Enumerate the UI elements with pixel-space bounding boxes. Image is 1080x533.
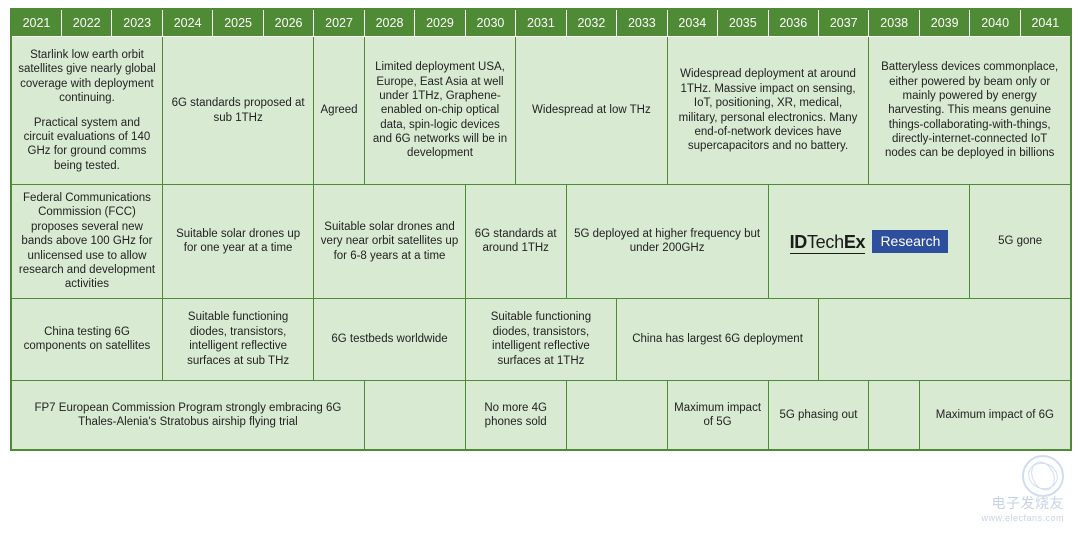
globe-icon xyxy=(1022,455,1064,497)
year-2036: 2036 xyxy=(768,9,818,37)
r2c4: 5G deployed at higher frequency but unde… xyxy=(566,185,768,299)
year-2038: 2038 xyxy=(869,9,919,37)
r1c3: Limited deployment USA, Europe, East Asi… xyxy=(364,37,515,185)
r3c4: China has largest 6G deployment xyxy=(617,298,819,380)
year-2028: 2028 xyxy=(364,9,414,37)
r4c0: FP7 European Commission Program strongly… xyxy=(11,380,364,450)
year-2029: 2029 xyxy=(415,9,465,37)
watermark-url: www.elecfans.com xyxy=(981,513,1064,523)
year-2030: 2030 xyxy=(465,9,515,37)
table-row: FP7 European Commission Program strongly… xyxy=(11,380,1071,450)
r2c3: 6G standards at around 1THz xyxy=(465,185,566,299)
year-2022: 2022 xyxy=(61,9,111,37)
r1c2: Agreed xyxy=(314,37,364,185)
table-row: Starlink low earth orbit satellites give… xyxy=(11,37,1071,185)
r4-empty-a xyxy=(364,380,465,450)
year-2032: 2032 xyxy=(566,9,616,37)
r3c5-empty xyxy=(819,298,1071,380)
r2c6: 5G gone xyxy=(970,185,1071,299)
year-header-row: 2021 2022 2023 2024 2025 2026 2027 2028 … xyxy=(11,9,1071,37)
r4c4: Maximum impact of 6G xyxy=(919,380,1070,450)
r2c1: Suitable solar drones up for one year at… xyxy=(162,185,313,299)
r1c6: Batteryless devices commonplace, either … xyxy=(869,37,1071,185)
year-2026: 2026 xyxy=(263,9,313,37)
year-2040: 2040 xyxy=(970,9,1020,37)
year-2021: 2021 xyxy=(11,9,61,37)
r2c2: Suitable solar drones and very near orbi… xyxy=(314,185,465,299)
r4c2: Maximum impact of 5G xyxy=(667,380,768,450)
cell-text: Practical system and circuit evaluations… xyxy=(24,117,151,172)
r1c5: Widespread deployment at around 1THz. Ma… xyxy=(667,37,869,185)
year-2035: 2035 xyxy=(718,9,768,37)
r4-empty-c xyxy=(869,380,919,450)
year-2033: 2033 xyxy=(617,9,667,37)
year-2023: 2023 xyxy=(112,9,162,37)
year-2025: 2025 xyxy=(213,9,263,37)
r1c4: Widespread at low THz xyxy=(516,37,667,185)
year-2041: 2041 xyxy=(1020,9,1070,37)
cell-text: Starlink low earth orbit satellites give… xyxy=(18,49,155,104)
r3c2: 6G testbeds worldwide xyxy=(314,298,465,380)
year-2034: 2034 xyxy=(667,9,717,37)
roadmap-table: 2021 2022 2023 2024 2025 2026 2027 2028 … xyxy=(10,8,1072,451)
cell-text: Thales-Alenia's Stratobus airship flying… xyxy=(78,416,298,428)
year-2027: 2027 xyxy=(314,9,364,37)
r4c1: No more 4G phones sold xyxy=(465,380,566,450)
year-2024: 2024 xyxy=(162,9,212,37)
year-2037: 2037 xyxy=(819,9,869,37)
year-2039: 2039 xyxy=(919,9,969,37)
idtechex-logo: IDTechEx xyxy=(790,232,866,254)
r3c3: Suitable functioning diodes, transistors… xyxy=(465,298,616,380)
r2c0: Federal Communications Commission (FCC) … xyxy=(11,185,162,299)
r3c0: China testing 6G components on satellite… xyxy=(11,298,162,380)
r3c1: Suitable functioning diodes, transistors… xyxy=(162,298,313,380)
r4c3: 5G phasing out xyxy=(768,380,869,450)
source-watermark: 电子发烧友 www.elecfans.com xyxy=(981,455,1064,523)
r1c1: 6G standards proposed at sub 1THz xyxy=(162,37,313,185)
r1c0: Starlink low earth orbit satellites give… xyxy=(11,37,162,185)
table-row: Federal Communications Commission (FCC) … xyxy=(11,185,1071,299)
table-row: China testing 6G components on satellite… xyxy=(11,298,1071,380)
cell-text: FP7 European Commission Program strongly… xyxy=(34,402,341,414)
watermark-text: 电子发烧友 xyxy=(981,493,1064,513)
r4-empty-b xyxy=(566,380,667,450)
research-badge: Research xyxy=(872,230,948,254)
year-2031: 2031 xyxy=(516,9,566,37)
r2c5-brand: IDTechEx Research xyxy=(768,185,970,299)
